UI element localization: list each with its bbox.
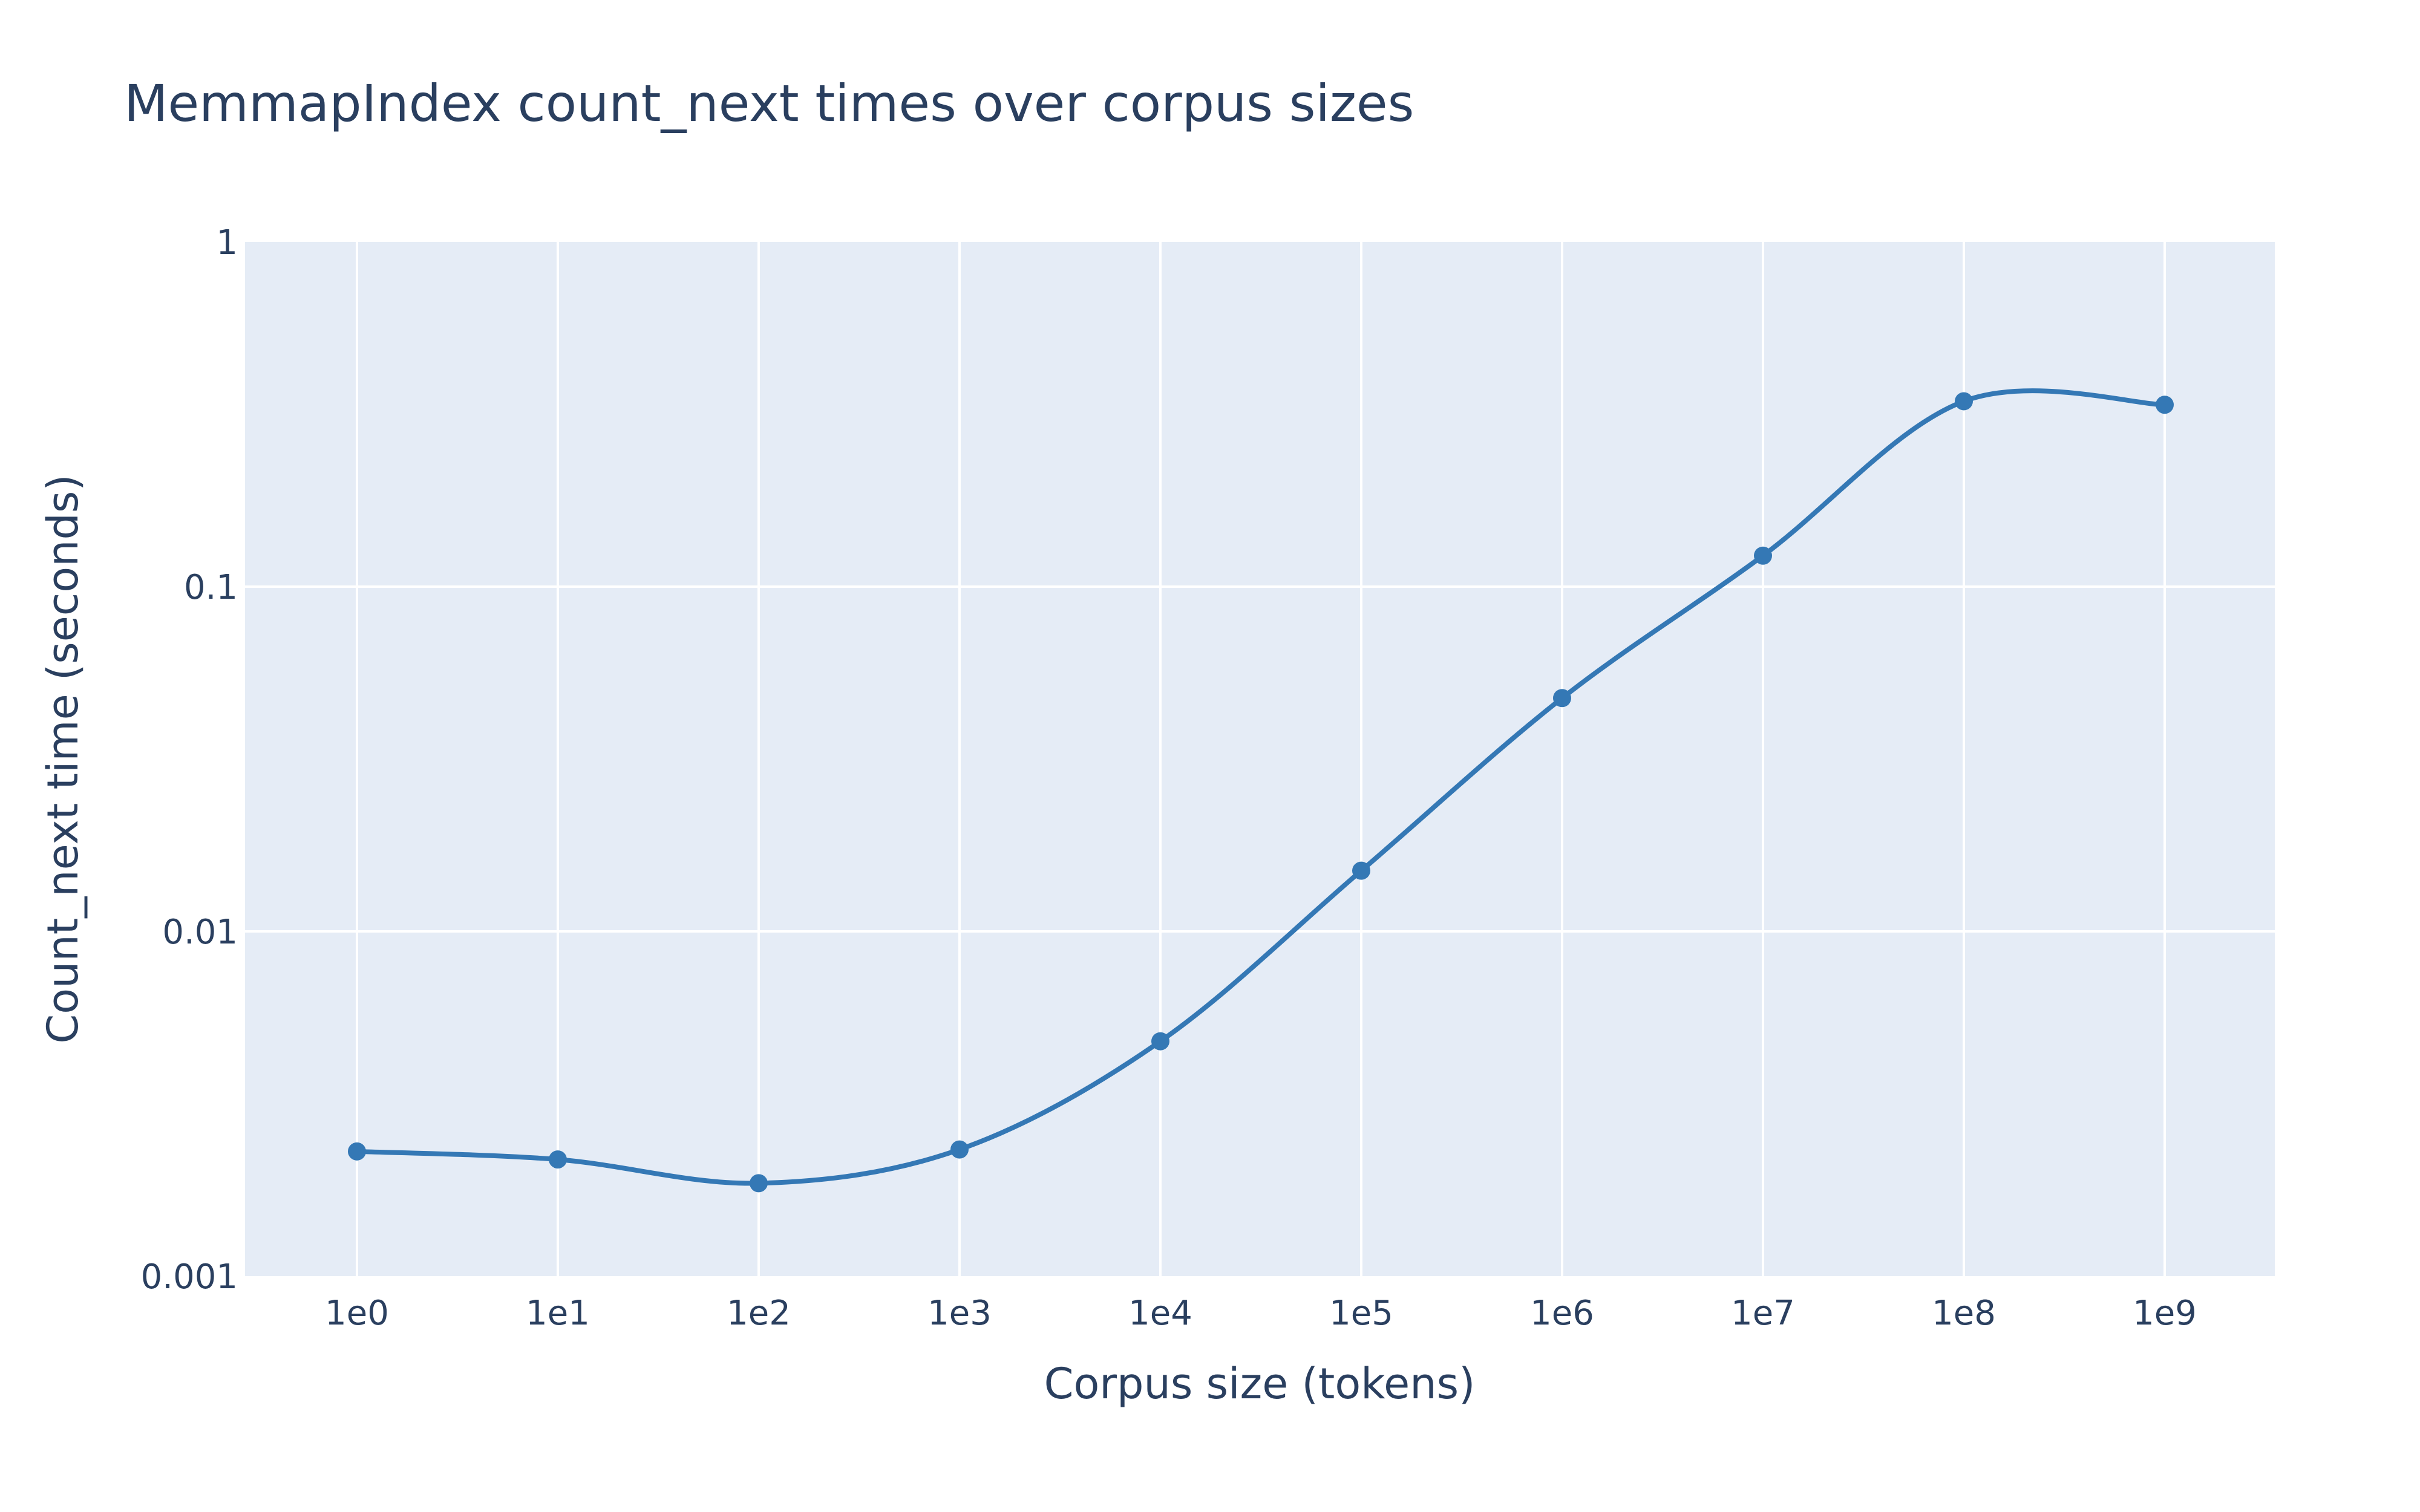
x-axis-title: Corpus size (tokens) [1044,1359,1476,1409]
data-point [2156,396,2174,414]
data-point [1754,546,1772,565]
grid-lines [245,242,2275,1276]
data-point [1151,1032,1169,1051]
x-tick-label: 1e7 [1731,1294,1795,1333]
y-axis-title: Count_next time (seconds) [38,474,88,1043]
chart-title: MemmapIndex count_next times over corpus… [124,74,1414,133]
data-points [348,392,2174,1193]
y-tick-label: 0.01 [162,913,238,952]
data-point [1352,861,1370,880]
x-tick-label: 1e9 [2133,1294,2197,1333]
data-point [348,1142,366,1161]
x-axis-ticks: 1e0 1e1 1e2 1e3 1e4 1e5 1e6 1e7 1e8 1e9 [325,1294,2197,1333]
data-point [1955,392,1973,411]
x-tick-label: 1e5 [1329,1294,1393,1333]
y-tick-label: 0.1 [184,568,238,607]
data-point [549,1150,567,1169]
x-tick-label: 1e3 [927,1294,992,1333]
x-tick-label: 1e1 [526,1294,590,1333]
x-tick-label: 1e8 [1932,1294,1996,1333]
series-line [356,388,2165,1186]
x-tick-label: 1e6 [1530,1294,1594,1333]
y-tick-label: 0.001 [141,1257,238,1297]
x-tick-label: 1e0 [325,1294,389,1333]
data-point [1553,689,1571,708]
x-tick-label: 1e4 [1128,1294,1192,1333]
data-point [950,1140,969,1159]
data-point [750,1174,768,1193]
x-tick-label: 1e2 [727,1294,791,1333]
y-tick-label: 1 [216,223,238,262]
y-axis-ticks: 0.001 0.01 0.1 1 [141,223,238,1297]
